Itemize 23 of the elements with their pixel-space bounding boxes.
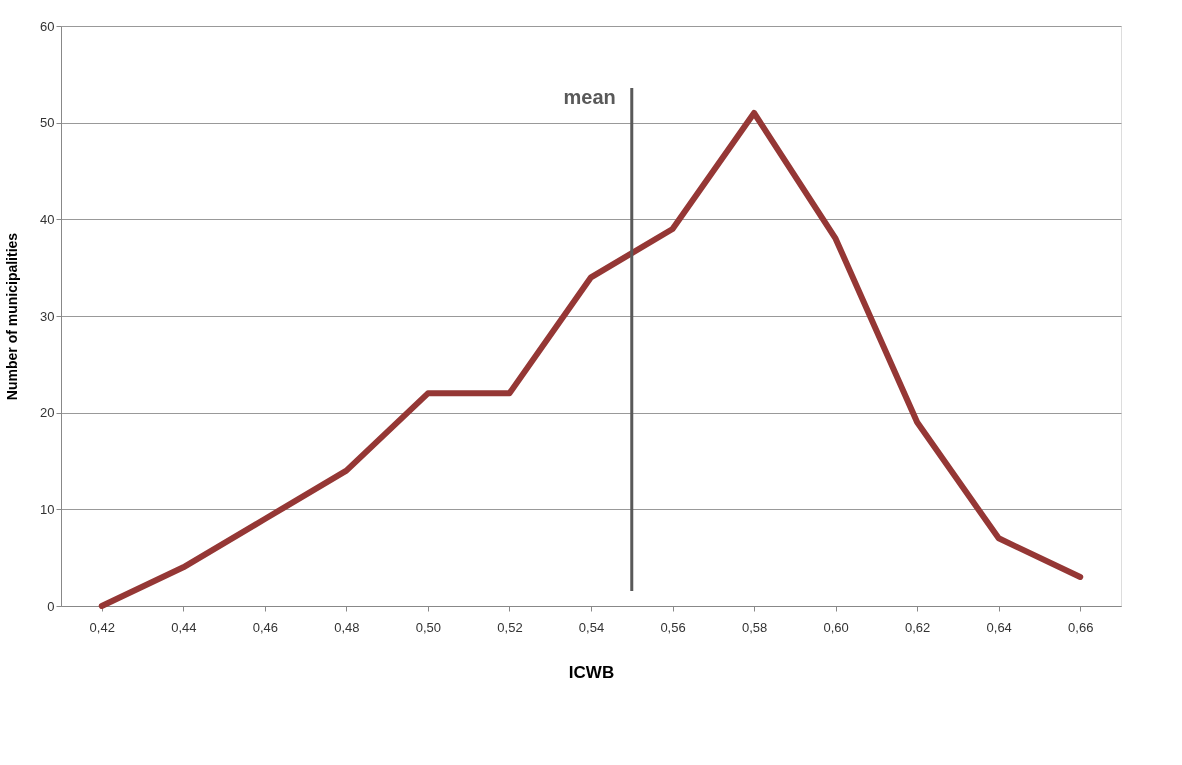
x-tick-label: 0,54 xyxy=(578,619,605,635)
y-axis-title: Number of municipalities xyxy=(4,232,21,401)
y-tick-label: 0 xyxy=(47,598,55,614)
y-tick-label: 10 xyxy=(40,501,55,517)
x-tick-label: 0,62 xyxy=(905,619,931,635)
y-tick-label: 20 xyxy=(40,405,55,421)
y-tick-label: 40 xyxy=(40,211,55,227)
x-tick-label: 0,60 xyxy=(823,619,849,635)
x-tick-label: 0,48 xyxy=(334,619,360,635)
x-tick-label: 0,66 xyxy=(1068,619,1094,635)
x-tick-label: 0,52 xyxy=(497,619,523,635)
x-tick-label: 0,46 xyxy=(252,619,278,635)
x-tick-label: 0,50 xyxy=(415,619,442,635)
x-axis-title: ICWB xyxy=(568,662,615,682)
x-tick-label: 0,64 xyxy=(986,619,1012,635)
x-tick-label: 0,42 xyxy=(89,619,115,635)
y-tick-label: 60 xyxy=(40,18,55,34)
x-tick-label: 0,58 xyxy=(741,619,768,635)
x-tick-label: 0,56 xyxy=(660,619,686,635)
y-tick-label: 50 xyxy=(40,115,55,131)
ref-line-label: mean xyxy=(563,86,616,108)
y-tick-label: 30 xyxy=(40,308,55,324)
x-tick-label: 0,44 xyxy=(171,619,197,635)
